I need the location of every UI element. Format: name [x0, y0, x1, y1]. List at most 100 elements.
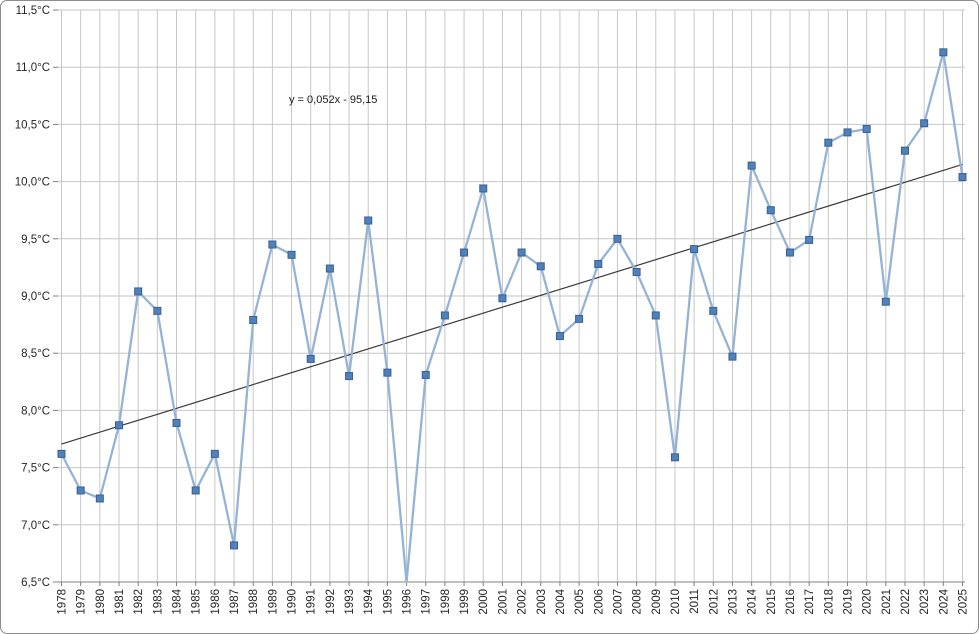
trendline-equation-label: y = 0,052x - 95,15	[289, 94, 378, 106]
x-tick-label: 1997	[421, 589, 433, 615]
data-point-marker	[153, 306, 162, 315]
y-tick-label: 11,0°C	[16, 62, 50, 74]
data-point-marker	[134, 287, 143, 296]
x-tick-label: 2003	[536, 589, 548, 615]
y-tick-label: 9,0°C	[21, 291, 50, 303]
data-point-marker	[440, 311, 449, 320]
x-tick-label: 1988	[248, 589, 260, 615]
y-tick-label: 7,5°C	[21, 463, 50, 475]
x-tick-label: 1999	[459, 589, 471, 615]
data-point-marker	[613, 234, 622, 243]
data-point-marker	[172, 418, 181, 427]
data-point-marker	[747, 161, 756, 170]
data-point-marker	[517, 248, 526, 257]
data-point-marker	[575, 314, 584, 323]
x-tick-label: 2013	[727, 589, 739, 615]
axes	[53, 9, 965, 586]
x-tick-label: 2023	[919, 589, 931, 615]
data-point-marker	[594, 259, 603, 268]
x-tick-label: 1996	[402, 589, 414, 615]
data-point-marker	[230, 541, 239, 550]
x-tick-label: 1990	[287, 589, 299, 615]
x-tick-label: 2000	[478, 589, 490, 615]
data-point-marker	[690, 245, 699, 254]
data-point-marker	[958, 173, 967, 182]
trend-line	[61, 163, 963, 445]
x-tick-label: 1994	[363, 588, 375, 614]
x-tick-label: 1992	[325, 589, 337, 615]
x-tick-label: 1978	[57, 589, 69, 615]
y-tick-label: 11,5°C	[16, 5, 50, 17]
y-tick-label: 10,5°C	[15, 119, 50, 131]
data-point-marker	[76, 486, 85, 495]
x-tick-label: 2022	[900, 589, 912, 615]
x-tick-label: 1984	[172, 588, 184, 614]
x-tick-label: 2015	[766, 589, 778, 615]
data-point-marker	[306, 354, 315, 363]
x-tick-label: 2014	[747, 588, 759, 614]
data-point-marker	[862, 124, 871, 133]
x-tick-label: 2011	[689, 589, 701, 614]
data-point-marker	[115, 421, 124, 430]
x-tick-label: 1980	[95, 589, 107, 615]
data-point-marker	[670, 453, 679, 462]
x-tick-label: 1983	[152, 589, 164, 615]
x-tick-label: 1993	[344, 589, 356, 615]
data-point-marker	[555, 332, 564, 341]
y-axis-labels: 6,5°C 7,0°C 7,5°C 8,0°C 8,5°C 9,0°C 9,5°C 10,0°…	[15, 5, 50, 589]
data-point-marker	[383, 368, 392, 377]
data-point-marker	[95, 494, 104, 503]
x-tick-label: 2012	[708, 589, 720, 615]
x-tick-label: 1981	[114, 589, 126, 615]
x-tick-label: 1979	[76, 589, 88, 615]
x-tick-label: 1989	[267, 589, 279, 615]
data-point-marker	[479, 184, 488, 193]
x-tick-label: 2019	[842, 589, 854, 615]
x-tick-label: 2008	[632, 589, 644, 615]
data-point-marker	[805, 235, 814, 244]
x-tick-label: 2006	[593, 589, 605, 615]
x-tick-label: 1985	[191, 589, 203, 615]
x-tick-label: 2017	[804, 589, 816, 615]
x-tick-label: 1991	[306, 589, 318, 615]
data-point-marker	[632, 267, 641, 276]
data-point-marker	[364, 216, 373, 225]
y-tick-label: 6,5°C	[21, 577, 50, 589]
data-point-marker	[345, 372, 354, 381]
data-point-marker	[287, 250, 296, 259]
x-tick-label: 2021	[881, 589, 893, 615]
x-tick-label: 2001	[497, 589, 509, 615]
data-point-marker	[651, 311, 660, 320]
data-point-marker	[268, 240, 277, 249]
data-point-marker	[191, 486, 200, 495]
data-point-marker	[498, 294, 507, 303]
x-axis-labels: 1978 1979 1980 1981 1982 1983 1984 1985 1986 1987…	[57, 588, 970, 614]
x-tick-label: 2007	[612, 589, 624, 615]
x-tick-label: 2016	[785, 589, 797, 615]
data-point-marker	[57, 449, 66, 458]
data-point-marker	[824, 138, 833, 147]
x-tick-label: 2004	[555, 588, 567, 614]
y-tick-label: 7,0°C	[21, 520, 50, 532]
x-tick-label: 1986	[210, 589, 222, 615]
y-tick-label: 9,5°C	[21, 234, 50, 246]
data-point-marker	[210, 449, 219, 458]
data-point-marker	[881, 297, 890, 306]
data-point-marker	[939, 48, 948, 57]
data-point-marker	[709, 306, 718, 315]
temperature-series-markers	[57, 48, 967, 550]
temperature-series-line	[60, 51, 964, 584]
data-point-marker	[900, 146, 909, 155]
data-point-marker	[920, 119, 929, 128]
x-tick-label: 1982	[133, 589, 145, 615]
x-tick-label: 2002	[517, 589, 529, 615]
x-tick-label: 2025	[958, 589, 970, 615]
x-tick-label: 2020	[862, 589, 874, 615]
data-point-marker	[325, 264, 334, 273]
x-tick-label: 2024	[938, 588, 950, 614]
y-tick-label: 10,0°C	[15, 177, 50, 189]
data-point-marker	[421, 370, 430, 379]
data-point-marker	[843, 128, 852, 137]
